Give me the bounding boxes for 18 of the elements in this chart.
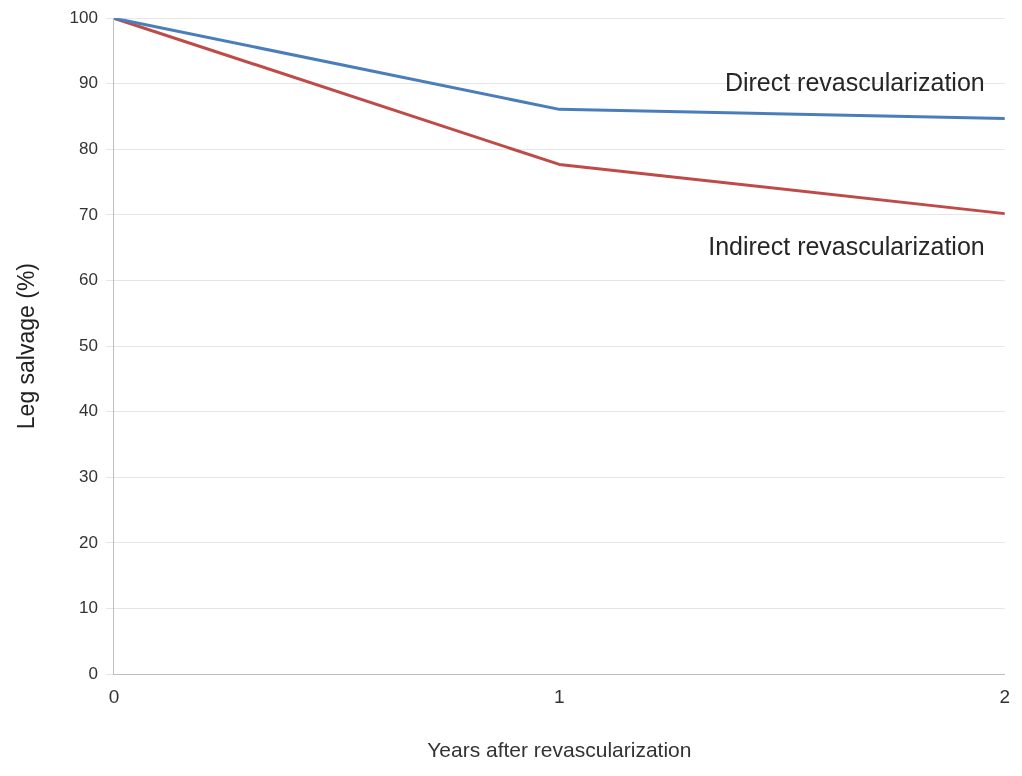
y-tick-label: 10	[79, 598, 98, 618]
y-tick-label: 90	[79, 73, 98, 93]
y-tick-label: 20	[79, 532, 98, 552]
y-tick-label: 30	[79, 466, 98, 486]
y-tick-label: 70	[79, 204, 98, 224]
x-axis-title: Years after revascularization	[427, 738, 692, 762]
y-tick-label: 60	[79, 270, 98, 290]
y-tick-label: 80	[79, 139, 98, 159]
series-label: Direct revascularization	[724, 67, 985, 96]
x-tick-label: 0	[108, 685, 120, 707]
x-tick-label: 2	[999, 685, 1011, 707]
y-tick-label: 40	[79, 401, 98, 421]
y-tick-label: 50	[79, 335, 98, 355]
y-axis-title: Leg salvage (%)	[13, 263, 40, 430]
y-tick-label: 0	[88, 663, 98, 683]
y-tick-label: 100	[69, 7, 98, 27]
series-label: Indirect revascularization	[708, 232, 985, 261]
x-tick-label: 1	[554, 685, 565, 707]
